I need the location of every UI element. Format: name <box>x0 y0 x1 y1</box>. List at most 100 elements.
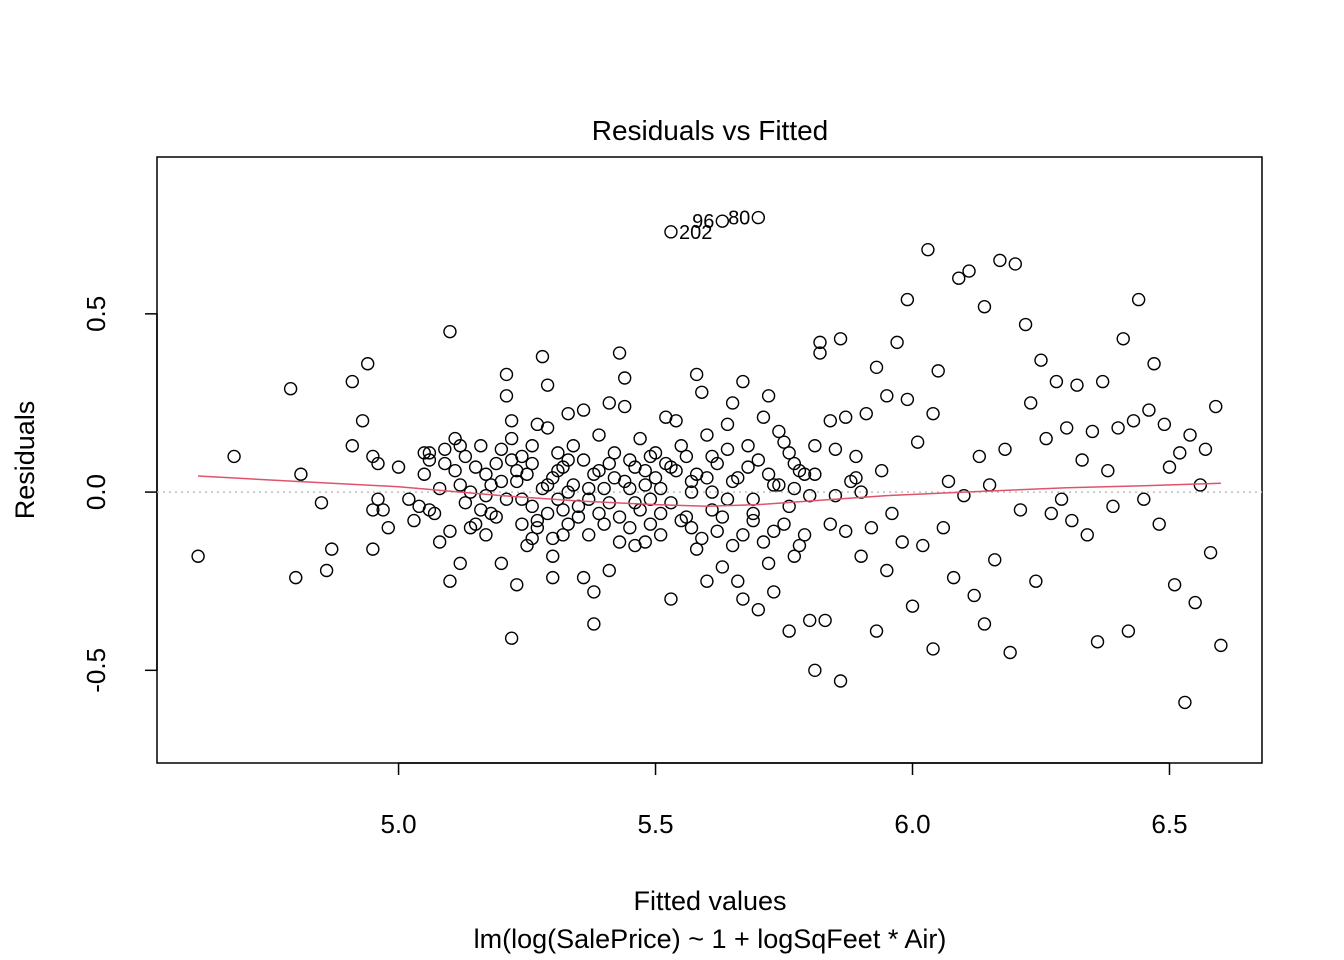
data-point <box>808 439 822 453</box>
data-point <box>617 399 632 414</box>
data-point <box>1080 528 1094 542</box>
data-point <box>633 431 647 446</box>
y-tick-label: -0.5 <box>81 648 111 693</box>
data-point <box>525 499 539 514</box>
loess-smoother-line <box>198 475 1221 508</box>
data-point <box>684 485 699 499</box>
data-point <box>525 456 539 471</box>
data-point <box>551 446 565 460</box>
data-point <box>438 456 452 471</box>
data-point <box>921 242 935 257</box>
data-point <box>489 510 503 524</box>
data-point <box>705 449 719 464</box>
data-point <box>998 442 1012 457</box>
data-point <box>653 481 668 496</box>
data-point <box>926 406 940 421</box>
data-point <box>736 374 750 389</box>
data-point <box>849 449 863 464</box>
data-point <box>422 446 437 460</box>
data-point <box>803 488 817 503</box>
data-point <box>777 517 791 531</box>
data-point <box>664 496 678 510</box>
data-point <box>1075 453 1089 467</box>
data-point <box>643 449 658 464</box>
data-point <box>494 556 509 571</box>
data-point <box>515 492 529 506</box>
data-point <box>546 471 560 485</box>
data-point <box>941 474 956 489</box>
data-point <box>417 446 431 460</box>
x-tick-label: 6.5 <box>1151 809 1187 839</box>
data-point <box>736 592 750 606</box>
data-point <box>453 439 467 453</box>
data-point <box>715 214 730 228</box>
data-point <box>725 538 740 553</box>
data-point <box>1018 317 1033 332</box>
data-point <box>1090 635 1105 649</box>
data-point <box>977 300 992 314</box>
data-point <box>1065 513 1079 528</box>
data-point <box>576 570 591 585</box>
data-point <box>504 431 519 446</box>
plot-region <box>156 156 1263 764</box>
data-point <box>761 389 776 403</box>
data-point <box>782 446 796 460</box>
data-point <box>890 335 904 350</box>
data-point <box>525 439 539 453</box>
data-point <box>813 335 827 350</box>
data-point <box>669 414 683 428</box>
data-point <box>977 617 992 631</box>
data-point <box>1198 442 1213 457</box>
data-point <box>612 346 627 360</box>
data-point <box>1024 396 1038 410</box>
data-point <box>674 439 688 453</box>
data-point <box>546 531 560 546</box>
data-point <box>453 478 467 492</box>
data-point <box>1034 353 1048 367</box>
data-point <box>582 481 596 496</box>
data-point <box>540 506 555 521</box>
data-point <box>484 478 498 492</box>
data-point <box>1183 428 1197 442</box>
data-point <box>623 453 637 467</box>
data-point <box>1178 695 1192 710</box>
data-point <box>849 471 863 485</box>
data-point <box>607 446 622 460</box>
data-point <box>432 481 447 496</box>
data-point <box>731 574 745 588</box>
data-point <box>818 613 832 628</box>
data-point <box>283 382 298 396</box>
data-point <box>556 460 570 474</box>
data-point <box>443 324 457 339</box>
data-point <box>587 585 601 599</box>
data-point <box>700 428 714 442</box>
data-point <box>571 510 586 524</box>
data-point <box>900 392 915 407</box>
data-point <box>474 503 488 517</box>
data-point <box>936 521 951 535</box>
data-point <box>803 613 817 628</box>
data-point <box>761 467 776 481</box>
data-point <box>751 603 766 617</box>
data-point <box>376 503 390 517</box>
data-point <box>448 463 462 478</box>
data-point <box>602 563 616 578</box>
data-point <box>366 542 380 556</box>
data-point <box>371 456 385 471</box>
data-point <box>504 414 519 428</box>
data-point <box>1142 403 1156 417</box>
point-label: 96 <box>692 211 714 233</box>
data-point <box>227 449 241 464</box>
data-point <box>1116 332 1130 346</box>
data-point <box>715 510 730 524</box>
data-point <box>689 467 704 481</box>
data-point <box>427 506 442 521</box>
data-point <box>874 463 889 478</box>
data-point <box>1167 578 1182 592</box>
data-point <box>479 528 493 542</box>
data-point <box>602 396 616 410</box>
data-point <box>561 485 575 499</box>
data-point <box>443 574 457 588</box>
data-point <box>643 492 658 506</box>
data-point <box>756 535 771 549</box>
